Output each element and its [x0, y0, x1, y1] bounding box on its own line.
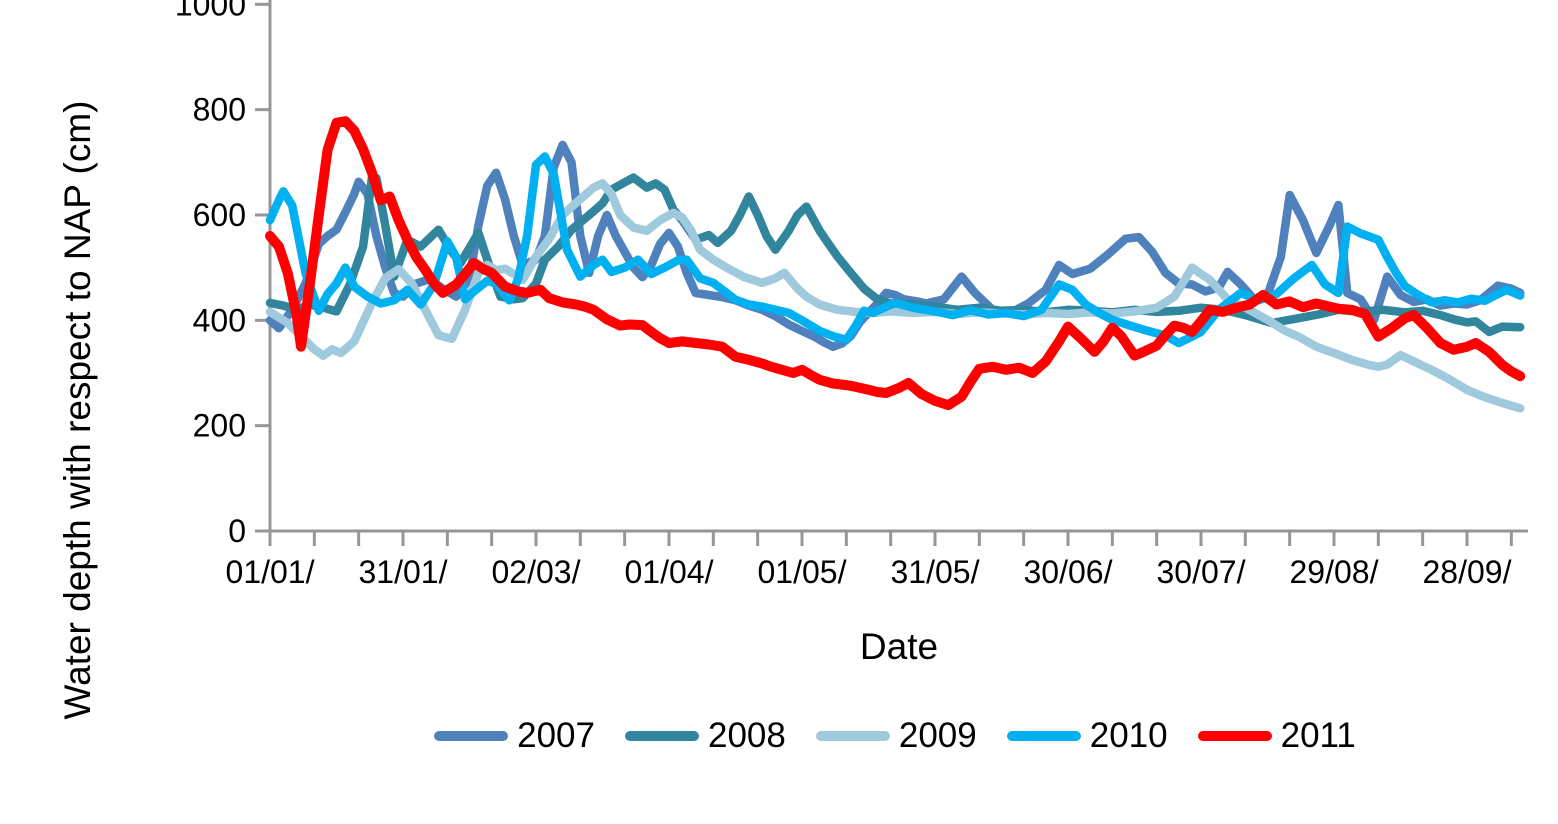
y-tick-label: 0 [228, 513, 246, 549]
legend-item-2009: 2009 [815, 716, 977, 756]
x-tick-label: 01/01/ [226, 554, 315, 590]
legend-swatch-2010 [1006, 731, 1081, 741]
legend-swatch-2009 [815, 731, 890, 741]
legend-swatch-2011 [1197, 731, 1272, 741]
series-line-2011 [265, 116, 1526, 411]
legend-item-2011: 2011 [1197, 716, 1356, 756]
x-tick-label: 01/04/ [625, 554, 714, 590]
x-tick-label: 30/07/ [1157, 554, 1246, 590]
legend-swatch-2007 [434, 731, 509, 741]
x-tick-label: 29/08/ [1290, 554, 1379, 590]
legend-label: 2010 [1089, 716, 1168, 755]
legend-item-2008: 2008 [624, 716, 786, 756]
series-line-2010 [265, 152, 1525, 348]
y-tick-label: 800 [193, 92, 246, 128]
legend-label: 2009 [898, 716, 977, 755]
legend-item-2007: 2007 [434, 716, 595, 756]
y-tick-label: 600 [193, 197, 246, 233]
legend-label: 2008 [707, 716, 786, 755]
legend: 2007 2008 2009 2010 2011 [270, 716, 1520, 756]
y-tick-label: 400 [193, 302, 246, 338]
x-tick-label: 02/03/ [492, 554, 581, 590]
y-tick-label: 1000 [175, 0, 246, 22]
legend-swatch-2008 [624, 731, 699, 741]
x-axis-title: Date [859, 626, 939, 667]
series-line-2007 [265, 140, 1525, 351]
x-tick-label: 31/05/ [891, 554, 980, 590]
x-tick-label: 01/05/ [758, 554, 847, 590]
legend-item-2010: 2010 [1006, 716, 1168, 756]
y-tick-label: 200 [193, 408, 246, 444]
series-line-2009 [265, 179, 1525, 413]
legend-label: 2011 [1280, 716, 1356, 755]
x-tick-label: 28/09/ [1423, 554, 1512, 590]
legend-label: 2007 [517, 716, 595, 755]
x-tick-label: 30/06/ [1024, 554, 1113, 590]
x-tick-label: 31/01/ [359, 554, 448, 590]
